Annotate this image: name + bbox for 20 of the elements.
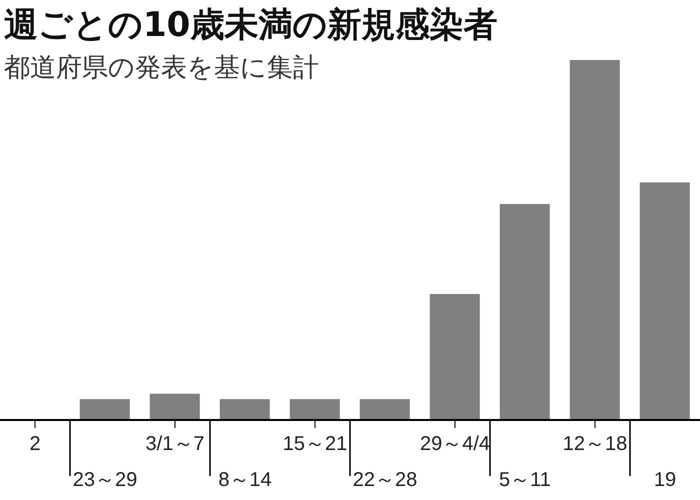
bar — [640, 182, 690, 420]
bar — [290, 399, 340, 420]
bar — [430, 294, 480, 420]
chart-title: 週ごとの10歳未満の新規感染者 — [4, 4, 498, 47]
x-tick-label: 19 — [654, 469, 676, 491]
bar — [570, 60, 620, 420]
x-tick-label: 5～11 — [499, 469, 551, 491]
x-tick-label: 3/1～7 — [146, 433, 204, 455]
x-tick-label: 22～28 — [352, 469, 418, 491]
x-tick-label: 12～18 — [562, 433, 628, 455]
bar — [360, 399, 410, 420]
x-tick-label: 8～14 — [218, 469, 272, 491]
x-tick-label: 23～29 — [72, 469, 138, 491]
bar — [80, 399, 130, 420]
bar — [150, 394, 200, 420]
bar — [500, 204, 550, 420]
chart-subtitle: 都道府県の発表を基に集計 — [4, 52, 319, 85]
bar — [220, 399, 270, 420]
x-tick-label: 15～21 — [282, 433, 348, 455]
x-tick-label: 2 — [29, 433, 41, 455]
